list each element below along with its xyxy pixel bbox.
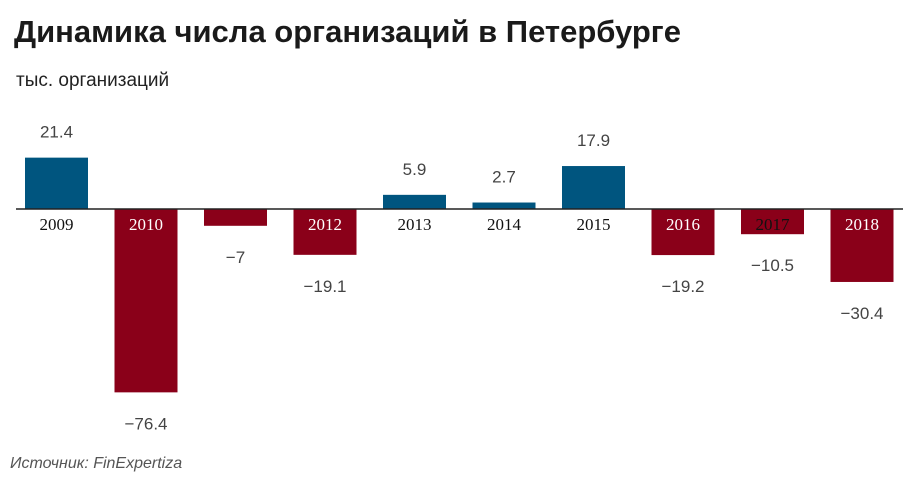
bar-2014 <box>472 202 536 209</box>
bar-2016 <box>651 209 715 256</box>
value-label: −19.2 <box>661 277 704 296</box>
value-label: 5.9 <box>403 160 427 179</box>
value-label: −7 <box>226 248 245 267</box>
bars-layer <box>25 157 894 393</box>
value-label: −10.5 <box>751 256 794 275</box>
value-label: −30.4 <box>840 304 883 323</box>
value-label: 21.4 <box>40 123 73 142</box>
value-label: −76.4 <box>124 414 167 433</box>
bar-unlabeled <box>204 209 267 226</box>
bar-2010 <box>114 209 178 393</box>
category-label: 2012 <box>308 215 342 234</box>
bar-2017 <box>741 209 804 235</box>
bar-2013 <box>383 194 446 209</box>
unit-label: тыс. организаций <box>16 70 170 91</box>
category-label: 2010 <box>129 215 163 234</box>
bar-2009 <box>25 157 88 209</box>
category-label: 2018 <box>845 215 879 234</box>
bar-2015 <box>562 166 625 209</box>
chart-title: Динамика числа организаций в Петербурге <box>14 14 681 49</box>
bar-2012 <box>293 209 357 255</box>
category-label: 2009 <box>40 215 74 234</box>
bar-2018 <box>830 209 894 282</box>
category-label: 2014 <box>487 215 522 234</box>
value-label: 2.7 <box>492 168 516 187</box>
value-label: −19.1 <box>303 277 346 296</box>
category-label: 2015 <box>577 215 611 234</box>
source-note: Источник: FinExpertiza <box>10 455 183 472</box>
category-label: 2013 <box>398 215 432 234</box>
value-label: 17.9 <box>577 131 610 150</box>
labels-layer: 21.4 2009 −76.4 2010 −7 −19.1 2012 5.9 2013 2.7 20… <box>40 123 884 434</box>
category-label: 2016 <box>666 215 700 234</box>
category-label: 2017 <box>756 215 791 234</box>
